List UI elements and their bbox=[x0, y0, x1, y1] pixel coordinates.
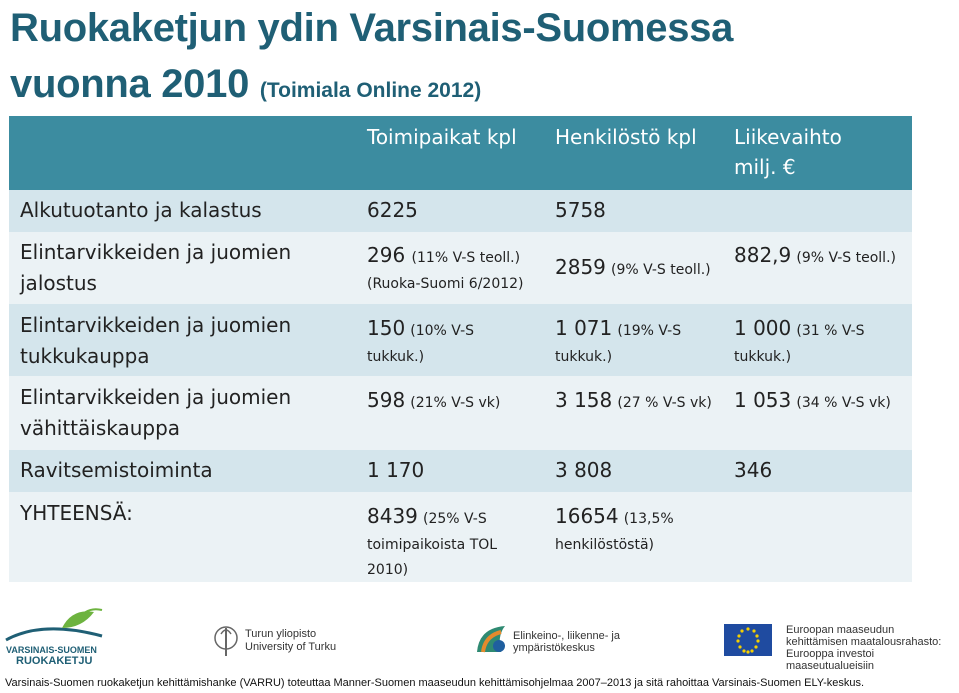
value: 882,9 bbox=[734, 243, 792, 267]
row-label: YHTEENSÄ: bbox=[20, 501, 133, 525]
value: 1 053 bbox=[734, 388, 792, 412]
row-label: Ravitsemistoiminta bbox=[20, 458, 213, 482]
value: 598 bbox=[367, 388, 406, 412]
logo-text: Turun yliopisto bbox=[245, 628, 317, 640]
note: (19% V-S tukkuk.) bbox=[555, 323, 682, 365]
cell-liikevaihto: 1 000 (31 % V-S tukkuk.) bbox=[734, 313, 894, 369]
header-henkilosto: Henkilöstö kpl bbox=[555, 125, 697, 149]
eu-logo: Euroopan maaseudun kehittämisen maatalou… bbox=[724, 624, 958, 672]
eu-flag-icon bbox=[724, 624, 772, 656]
note: (9% V-S teoll.) bbox=[796, 250, 896, 266]
value: 1 000 bbox=[734, 316, 792, 340]
table-row: Elintarvikkeiden ja juomien jalostus 296… bbox=[9, 232, 912, 304]
row-label: Elintarvikkeiden ja juomien jalostus bbox=[20, 240, 292, 295]
cell-liikevaihto: 346 bbox=[734, 458, 773, 482]
table-row: Ravitsemistoiminta 1 170 3 808 346 bbox=[9, 450, 912, 492]
footer-note: Varsinais-Suomen ruokaketjun kehittämish… bbox=[5, 677, 865, 689]
cell-toimipaikat: 598 (21% V-S vk) bbox=[367, 385, 547, 416]
logo-text: Euroopan maaseudun bbox=[786, 624, 895, 636]
title-source: (Toimiala Online 2012) bbox=[259, 79, 482, 102]
note: (13,5% henkilöstöstä) bbox=[555, 511, 674, 553]
cell-henkilosto: 3 808 bbox=[555, 458, 613, 482]
note: (9% V-S teoll.) bbox=[611, 262, 711, 278]
row-label: Elintarvikkeiden ja juomien tukkukauppa bbox=[20, 313, 292, 368]
table-row: YHTEENSÄ: 8439 (25% V-S toimipaikoista T… bbox=[9, 492, 912, 582]
logo-text: RUOKAKETJU bbox=[16, 655, 93, 667]
cell-toimipaikat: 1 170 bbox=[367, 458, 425, 482]
page-title: Ruokaketjun ydin Varsinais-Suomessa vuon… bbox=[10, 0, 940, 119]
logo-text: ympäristökeskus bbox=[513, 642, 595, 654]
title-line-1: Ruokaketjun ydin Varsinais-Suomessa bbox=[10, 6, 734, 50]
cell-toimipaikat: 296 (11% V-S teoll.) (Ruoka-Suomi 6/2012… bbox=[367, 240, 545, 292]
ely-emblem-icon bbox=[477, 626, 505, 653]
header-toimipaikat: Toimipaikat kpl bbox=[367, 125, 517, 149]
ely-centre-logo: Elinkeino-, liikenne- ja ympäristökeskus bbox=[475, 622, 625, 662]
note: (34 % V-S vk) bbox=[796, 395, 891, 411]
cell-toimipaikat: 8439 (25% V-S toimipaikoista TOL 2010) bbox=[367, 501, 537, 582]
title-line-2: vuonna 2010 bbox=[10, 62, 250, 106]
value: 2859 bbox=[555, 255, 606, 279]
cell-henkilosto: 3 158 (27 % V-S vk) bbox=[555, 385, 715, 416]
value: 16654 bbox=[555, 504, 619, 528]
note: (21% V-S vk) bbox=[410, 395, 501, 411]
logo-text: VARSINAIS-SUOMEN bbox=[6, 645, 97, 655]
turku-university-logo: Turun yliopisto University of Turku bbox=[213, 624, 343, 664]
note: (27 % V-S vk) bbox=[617, 395, 712, 411]
cell-toimipaikat: 150 (10% V-S tukkuk.) bbox=[367, 313, 507, 369]
logo-strip: VARSINAIS-SUOMEN RUOKAKETJU Turun yliopi… bbox=[0, 600, 959, 674]
cell-henkilosto: 16654 (13,5% henkilöstöstä) bbox=[555, 501, 715, 557]
torch-emblem-icon bbox=[214, 626, 238, 656]
note: (25% V-S toimipaikoista TOL 2010) bbox=[367, 511, 498, 578]
logo-text: kehittämisen maatalousrahasto: bbox=[786, 636, 942, 648]
value: 150 bbox=[367, 316, 406, 340]
value: 296 bbox=[367, 243, 406, 267]
table-row: Elintarvikkeiden ja juomien tukkukauppa … bbox=[9, 304, 912, 376]
table-row: Alkutuotanto ja kalastus 6225 5758 bbox=[9, 190, 912, 232]
logo-text: University of Turku bbox=[245, 641, 337, 653]
value: 8439 bbox=[367, 504, 418, 528]
logo-text: Eurooppa investoi maaseutualueisiin bbox=[786, 648, 875, 672]
row-label: Alkutuotanto ja kalastus bbox=[20, 198, 262, 222]
row-label: Elintarvikkeiden ja juomien vähittäiskau… bbox=[20, 385, 292, 440]
leaf-swoosh-icon bbox=[5, 608, 103, 642]
food-chain-table: Toimipaikat kpl Henkilöstö kpl Liikevaih… bbox=[9, 116, 912, 582]
note: (11% V-S teoll.) bbox=[411, 250, 521, 266]
cell-liikevaihto: 1 053 (34 % V-S vk) bbox=[734, 385, 899, 416]
header-liikevaihto: Liikevaihto milj. € bbox=[734, 125, 842, 179]
source-note: (Ruoka-Suomi 6/2012) bbox=[367, 276, 524, 292]
vs-ruokaketju-logo: VARSINAIS-SUOMEN RUOKAKETJU bbox=[2, 606, 114, 668]
logo-text: Elinkeino-, liikenne- ja bbox=[513, 630, 620, 642]
cell-liikevaihto: 882,9 (9% V-S teoll.) bbox=[734, 240, 924, 271]
cell-henkilosto: 2859 (9% V-S teoll.) bbox=[555, 252, 725, 283]
table-header-row: Toimipaikat kpl Henkilöstö kpl Liikevaih… bbox=[9, 116, 912, 190]
value: 3 158 bbox=[555, 388, 613, 412]
note: (31 % V-S tukkuk.) bbox=[734, 323, 865, 365]
cell-toimipaikat: 6225 bbox=[367, 198, 418, 222]
table-row: Elintarvikkeiden ja juomien vähittäiskau… bbox=[9, 376, 912, 450]
cell-henkilosto: 5758 bbox=[555, 198, 606, 222]
value: 1 071 bbox=[555, 316, 613, 340]
cell-henkilosto: 1 071 (19% V-S tukkuk.) bbox=[555, 313, 715, 369]
note: (10% V-S tukkuk.) bbox=[367, 323, 475, 365]
